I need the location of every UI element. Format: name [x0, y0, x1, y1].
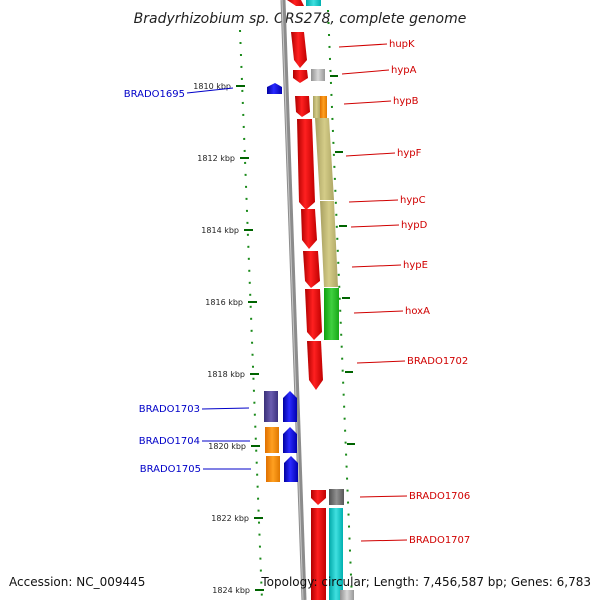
cds-arrow-hoxA[interactable]	[307, 341, 323, 390]
gene-label-brado1706[interactable]: BRADO1706	[409, 491, 470, 502]
gene-label-hypC[interactable]: hypC	[400, 195, 426, 206]
orf-box-brado1706[interactable]	[329, 489, 344, 505]
reverse-cds-track	[267, 83, 298, 482]
gene-label-hypE[interactable]: hypE	[403, 260, 428, 271]
leader-brado1707	[360, 539, 408, 542]
tick-label: 1818 kbp	[207, 370, 245, 379]
cds-arrow-brado1706[interactable]	[311, 490, 326, 505]
leader-hypA	[341, 69, 390, 75]
genome-backbone-highlight	[281, 0, 304, 600]
cds-arrow-brado1707[interactable]	[311, 508, 326, 600]
leader-hypE	[351, 264, 402, 268]
cds-arrow-brado1704[interactable]	[283, 427, 297, 453]
orf-box-hypA[interactable]	[311, 69, 325, 81]
label-leaders	[186, 43, 408, 542]
orf-box-hypC[interactable]	[320, 201, 338, 287]
orf-box-gray-bottom[interactable]	[340, 590, 354, 600]
gene-label-hypF[interactable]: hypF	[397, 148, 422, 159]
leader-brado1702	[356, 360, 406, 364]
forward-cds-track	[287, 0, 326, 600]
gene-label-hupK[interactable]: hupK	[389, 39, 415, 50]
orf-box-brado1704[interactable]	[265, 427, 279, 453]
guide-track-right	[327, 9, 353, 600]
cds-arrow-brado1703[interactable]	[283, 391, 297, 422]
gene-label-hoxA[interactable]: hoxA	[405, 306, 430, 317]
gene-label-brado1703[interactable]: BRADO1703	[139, 404, 200, 415]
orf-box-hypF[interactable]	[315, 118, 334, 200]
orf-box-hypB-orange[interactable]	[320, 96, 327, 118]
accession-label: Accession: NC_009445	[9, 575, 145, 589]
tick-label: 1810 kbp	[193, 82, 231, 91]
tick-label: 1824 kbp	[212, 586, 250, 595]
leader-hypF	[345, 152, 396, 157]
gene-label-brado1702[interactable]: BRADO1702	[407, 356, 468, 367]
leader-brado1703	[201, 407, 250, 410]
leader-hupK	[338, 43, 388, 48]
gene-label-hypB[interactable]: hypB	[393, 96, 419, 107]
gene-label-brado1707[interactable]: BRADO1707	[409, 535, 470, 546]
leader-hoxA	[353, 310, 404, 314]
gene-label-brado1705[interactable]: BRADO1705	[140, 464, 201, 475]
gene-label-brado1695[interactable]: BRADO1695	[124, 89, 185, 100]
orf-box-brado1707[interactable]	[329, 508, 343, 600]
orf-track	[306, 0, 354, 600]
orf-box-hoxA[interactable]	[324, 288, 339, 340]
reverse-orf-track	[264, 391, 280, 482]
genome-backbone	[280, 0, 307, 600]
cds-arrow-brado1695[interactable]	[267, 83, 282, 94]
leader-hypB	[343, 100, 392, 105]
tick-label: 1812 kbp	[197, 154, 235, 163]
tick-label: 1820 kbp	[208, 442, 246, 451]
gene-label-brado1704[interactable]: BRADO1704	[139, 436, 200, 447]
leader-brado1695	[186, 87, 234, 94]
gene-labels: hupK hypA hypB hypF hypC hypD hypE hoxA …	[124, 39, 471, 546]
leader-hypD	[350, 224, 400, 228]
cds-arrow-brado1705[interactable]	[284, 456, 298, 482]
cds-arrow-hypA[interactable]	[293, 70, 308, 83]
leader-hypC	[348, 199, 399, 203]
orf-box-brado1703[interactable]	[264, 391, 278, 422]
topology-label: Topology: circular; Length: 7,456,587 bp…	[260, 575, 591, 589]
cds-arrow-hypC[interactable]	[301, 209, 317, 249]
cds-arrow-hypF[interactable]	[297, 119, 315, 210]
orf-box-hypB-khaki[interactable]	[313, 96, 320, 118]
gene-label-hypA[interactable]: hypA	[391, 65, 417, 76]
kbp-ticks: 1810 kbp 1812 kbp 1814 kbp 1816 kbp 1818…	[193, 75, 355, 595]
tick-label: 1814 kbp	[201, 226, 239, 235]
leader-brado1706	[359, 495, 408, 498]
map-title: Bradyrhizobium sp. ORS278, complete geno…	[134, 11, 467, 27]
cds-arrow-hupK[interactable]	[287, 0, 304, 6]
tick-label: 1822 kbp	[211, 514, 249, 523]
orf-box-cyan-top[interactable]	[306, 0, 321, 6]
gene-label-hypD[interactable]: hypD	[401, 220, 428, 231]
tick-label: 1816 kbp	[205, 298, 243, 307]
cds-arrow-hypE[interactable]	[305, 289, 322, 340]
cds-arrow-hypB[interactable]	[295, 96, 310, 117]
cds-arrow-hypD[interactable]	[303, 251, 320, 288]
cds-arrow-hupK-upper[interactable]	[291, 32, 307, 68]
orf-box-brado1705[interactable]	[266, 456, 280, 482]
